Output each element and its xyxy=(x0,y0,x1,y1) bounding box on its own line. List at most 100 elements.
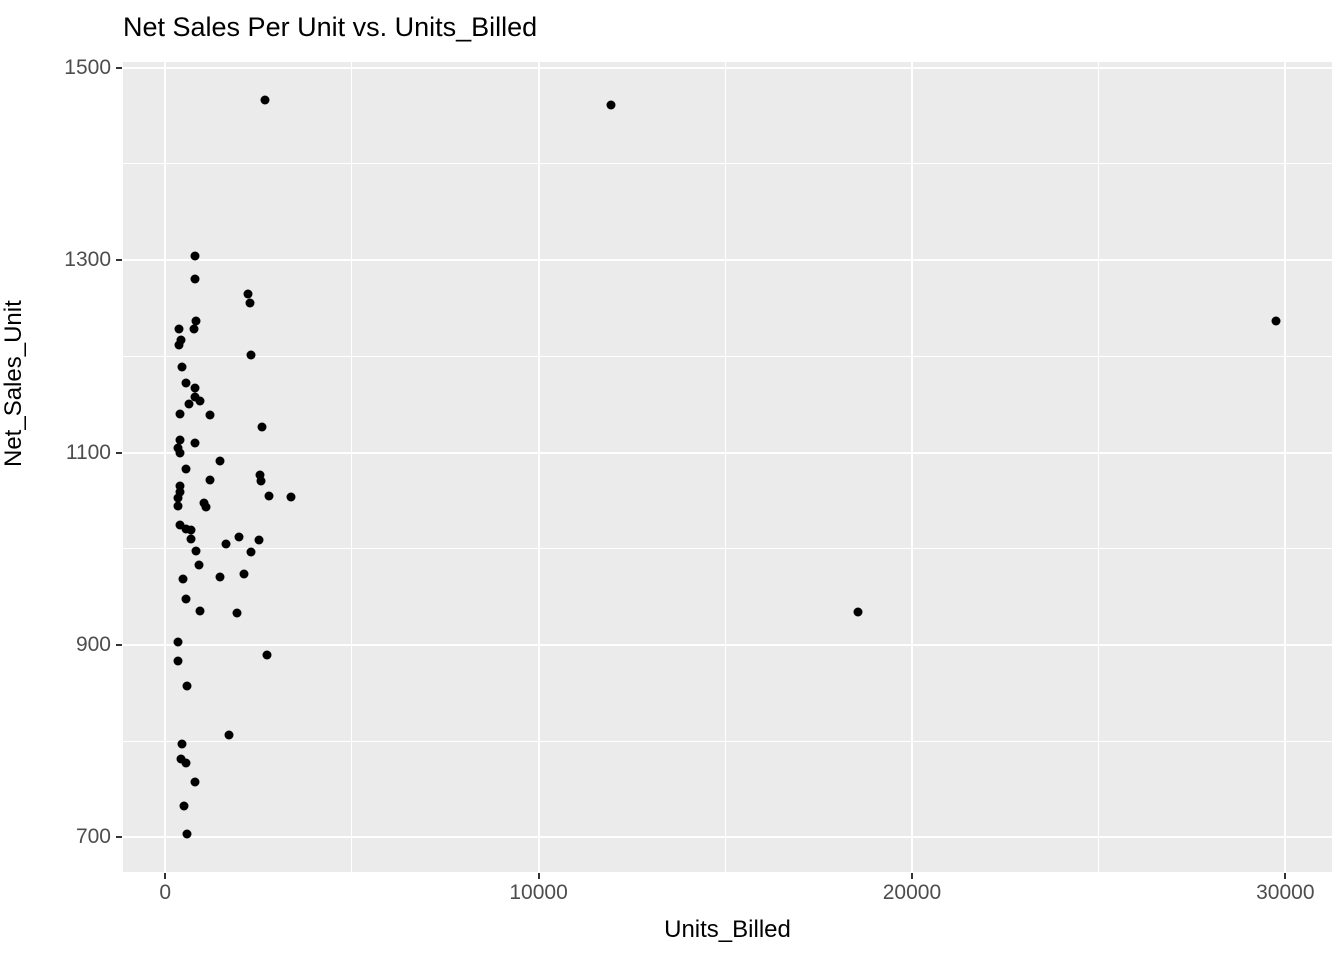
scatter-point xyxy=(173,656,183,666)
scatter-point xyxy=(182,681,192,691)
y-major-gridline xyxy=(123,836,1332,839)
scatter-point xyxy=(205,410,215,420)
scatter-point xyxy=(199,498,209,508)
x-axis-tick-mark xyxy=(164,873,167,879)
scatter-point xyxy=(232,608,242,618)
scatter-point xyxy=(182,829,192,839)
chart-title: Net Sales Per Unit vs. Units_Billed xyxy=(123,12,538,42)
scatter-point xyxy=(189,324,199,334)
x-axis-tick-label: 20000 xyxy=(882,881,942,904)
x-axis-tick-mark xyxy=(1284,873,1287,879)
y-minor-gridline xyxy=(123,740,1332,742)
scatter-point xyxy=(260,95,270,105)
x-major-gridline xyxy=(164,62,167,872)
scatter-point xyxy=(195,606,205,616)
x-axis-tick-label: 10000 xyxy=(509,881,568,904)
y-minor-gridline xyxy=(123,548,1332,550)
scatter-point xyxy=(264,491,274,501)
y-major-gridline xyxy=(123,259,1332,262)
scatter-point xyxy=(178,574,188,584)
scatter-point xyxy=(246,547,255,557)
scatter-point xyxy=(174,324,184,334)
scatter-point xyxy=(175,487,185,497)
scatter-point xyxy=(224,730,234,740)
scatter-point xyxy=(1271,316,1281,326)
scatter-point xyxy=(195,396,205,406)
x-axis-tick-mark xyxy=(537,873,540,879)
scatter-point xyxy=(181,378,191,388)
scatter-point xyxy=(239,569,249,579)
y-minor-gridline xyxy=(123,355,1332,357)
y-axis-tick-label: 900 xyxy=(75,632,111,656)
scatter-point xyxy=(254,535,264,545)
scatter-point xyxy=(257,422,267,432)
scatter-point xyxy=(194,560,204,570)
x-axis-tick-label: 30000 xyxy=(1256,881,1315,904)
scatter-point xyxy=(256,476,266,486)
y-axis-tick-mark xyxy=(116,451,122,454)
scatter-point xyxy=(190,438,199,448)
scatter-point xyxy=(177,739,187,749)
y-axis-tick-label: 1500 xyxy=(64,55,111,79)
y-axis-tick-mark xyxy=(116,643,122,646)
scatter-point xyxy=(176,335,185,345)
scatter-point xyxy=(177,362,187,372)
scatter-point xyxy=(201,502,211,512)
plot-panel xyxy=(123,62,1332,872)
scatter-point xyxy=(175,409,185,419)
scatter-point xyxy=(181,758,191,768)
scatter-point xyxy=(175,435,185,445)
y-axis-tick-label: 700 xyxy=(75,825,111,849)
scatter-point xyxy=(174,340,184,350)
scatter-point xyxy=(175,520,185,530)
scatter-point xyxy=(215,572,225,582)
scatter-point xyxy=(186,534,196,544)
scatter-point xyxy=(215,456,225,466)
y-axis-tick-mark xyxy=(116,66,122,69)
scatter-point xyxy=(176,754,185,764)
scatter-point xyxy=(190,251,200,261)
scatter-point xyxy=(173,493,183,503)
y-axis-tick-label: 1300 xyxy=(64,248,111,272)
scatter-point xyxy=(255,470,265,480)
scatter-point xyxy=(173,443,183,453)
scatter-point xyxy=(246,350,256,360)
scatter-point xyxy=(175,448,185,458)
y-axis-title: Net_Sales_Unit xyxy=(0,300,27,467)
scatter-point xyxy=(173,637,183,647)
x-axis-tick-label: 0 xyxy=(159,881,172,904)
scatter-point xyxy=(181,464,191,474)
scatter-point xyxy=(853,607,863,617)
y-axis-tick-label: 1100 xyxy=(65,440,111,464)
scatter-point xyxy=(262,650,272,660)
scatter-point xyxy=(184,399,194,409)
scatter-point xyxy=(186,525,196,535)
y-axis-tick-mark xyxy=(116,259,122,262)
x-major-gridline xyxy=(910,62,913,872)
scatter-point xyxy=(173,501,183,511)
y-major-gridline xyxy=(123,451,1332,454)
scatter-point xyxy=(181,594,191,604)
x-major-gridline xyxy=(537,62,540,872)
scatter-point xyxy=(234,532,244,542)
scatter-point xyxy=(286,492,296,502)
scatter-point xyxy=(606,100,616,110)
x-minor-gridline xyxy=(724,62,726,872)
scatter-point xyxy=(221,539,231,549)
x-minor-gridline xyxy=(1098,62,1100,872)
scatter-point xyxy=(179,801,189,811)
scatter-point xyxy=(245,298,255,308)
x-minor-gridline xyxy=(351,62,353,872)
scatter-point xyxy=(191,546,201,556)
scatter-point xyxy=(175,481,185,491)
scatter-point xyxy=(191,316,201,326)
y-major-gridline xyxy=(123,643,1332,646)
x-major-gridline xyxy=(1284,62,1287,872)
x-axis-tick-mark xyxy=(910,873,913,879)
scatter-point xyxy=(190,777,199,787)
y-axis-tick-mark xyxy=(116,836,122,839)
y-major-gridline xyxy=(123,66,1332,69)
scatter-point xyxy=(205,475,215,484)
y-minor-gridline xyxy=(123,163,1332,165)
